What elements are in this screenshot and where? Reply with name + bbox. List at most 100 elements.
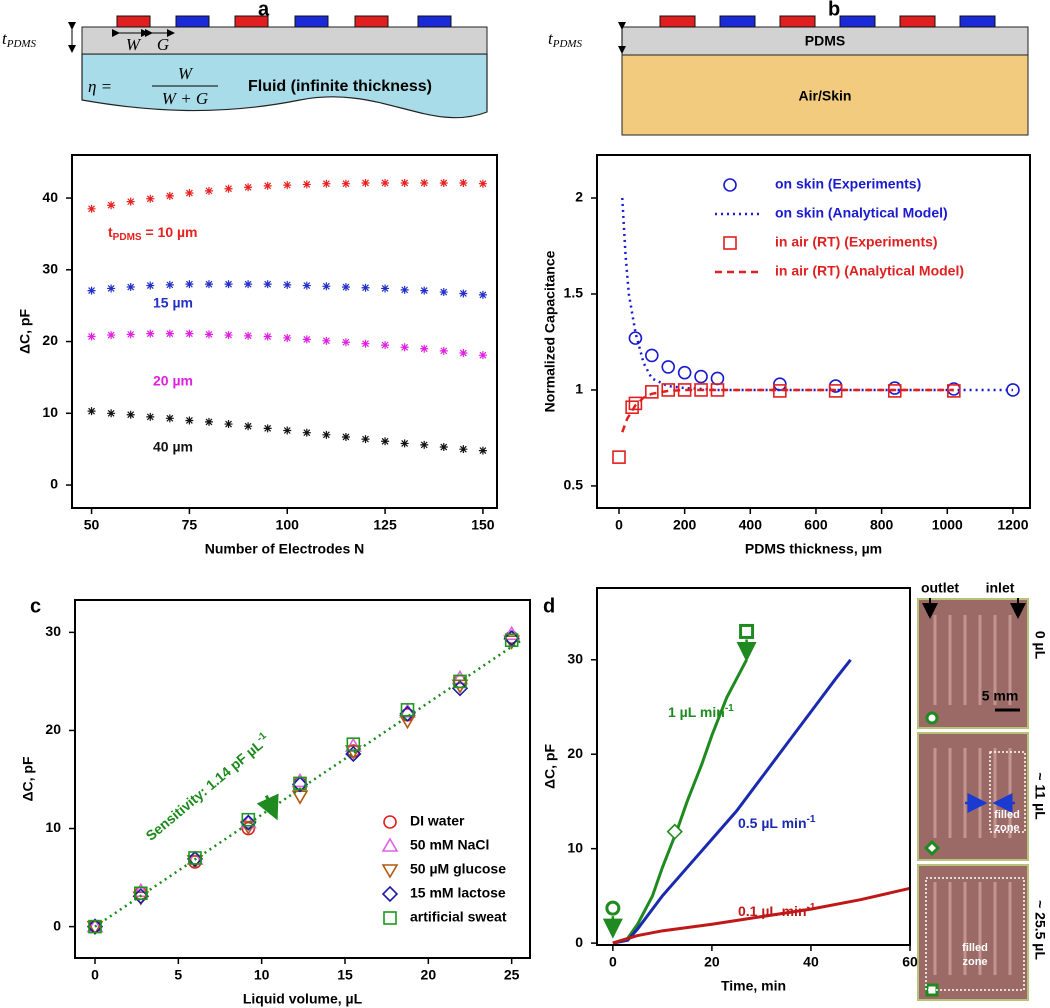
- marker: [439, 178, 448, 187]
- state-marker: [923, 839, 941, 857]
- thickness-symbol: t: [2, 29, 8, 48]
- marker: [439, 288, 448, 297]
- marker: [186, 850, 204, 868]
- legend-label: 15 mM lactose: [410, 885, 506, 901]
- marker: [694, 383, 708, 397]
- y-tick-label: 10: [42, 404, 58, 420]
- pdms-layer: [81, 26, 488, 55]
- legend-symbol: [723, 178, 737, 192]
- zone-label: filled: [962, 942, 988, 954]
- series-label-part: t: [108, 224, 113, 240]
- marker: [302, 180, 311, 189]
- thickness-subscript: PDMS: [552, 38, 583, 50]
- marker: [439, 346, 448, 355]
- zone-label: zone: [994, 822, 1019, 834]
- legend-symbol: [383, 815, 397, 829]
- marker: [107, 331, 116, 340]
- series-label-part: 0.1 µL min: [738, 903, 807, 919]
- marker: [224, 331, 233, 340]
- x-tick-label: 0: [609, 954, 617, 970]
- marker: [86, 918, 104, 935]
- marker: [341, 283, 350, 292]
- x-tick-label: 75: [182, 517, 198, 533]
- marker: [244, 331, 253, 340]
- marker: [204, 417, 213, 426]
- marker: [88, 919, 102, 934]
- ratio-numerator: W: [178, 64, 194, 83]
- marker: [283, 333, 292, 342]
- x-tick-label: 0: [615, 517, 623, 533]
- filled-zone-box: [989, 751, 1026, 833]
- marker: [146, 194, 155, 203]
- series-label: 15 µm: [153, 295, 193, 311]
- marker: [341, 432, 350, 441]
- legend-label: in air (RT) (Experiments): [775, 234, 938, 250]
- y-tick-label: 0: [50, 476, 58, 492]
- photo-insets: outlet inlet 5 mm filled zone filled zon…: [917, 580, 1048, 1001]
- layer-label: PDMS: [805, 33, 845, 49]
- volume-label: ~ 25.5 µL: [1032, 900, 1048, 960]
- marker: [283, 181, 292, 190]
- marker: [204, 280, 213, 289]
- marker: [107, 201, 116, 210]
- series-label: 0.1 µL min-1: [738, 902, 816, 919]
- marker: [87, 332, 96, 341]
- marker: [86, 918, 104, 933]
- marker: [341, 338, 350, 347]
- marker: [244, 183, 253, 192]
- series-line: [612, 886, 911, 945]
- marker: [451, 669, 469, 685]
- marker: [322, 430, 331, 439]
- marker: [661, 360, 676, 374]
- legend-label: on skin (Analytical Model): [775, 205, 948, 221]
- y-tick-label: 0: [53, 917, 61, 933]
- marker: [361, 283, 370, 292]
- marker: [239, 820, 257, 836]
- marker: [107, 284, 116, 293]
- width-label: W: [126, 35, 142, 54]
- schematic-b: tPDMS PDMS Air/Skin: [548, 15, 1029, 136]
- thickness-symbol: t: [548, 29, 554, 48]
- y-tick-label: 1.5: [564, 285, 584, 301]
- marker: [628, 396, 643, 411]
- series-label: 20 µm: [153, 373, 193, 389]
- series-label-part: -1: [725, 703, 734, 714]
- y-tick-label: 0.5: [564, 477, 584, 493]
- x-axis-label: PDMS thickness, µm: [745, 541, 882, 557]
- marker: [400, 178, 409, 187]
- y-axis-label: ΔC, pF: [20, 756, 36, 802]
- plot-frame: [596, 154, 1031, 509]
- marker: [345, 745, 362, 763]
- fit-line: [94, 640, 521, 928]
- y-tick-label: 20: [45, 721, 61, 737]
- marker: [322, 282, 331, 291]
- marker: [710, 371, 725, 386]
- marker: [165, 329, 174, 338]
- marker: [126, 330, 135, 339]
- outlet-label: outlet: [921, 580, 959, 596]
- marker: [185, 329, 194, 338]
- series-line: [621, 388, 954, 433]
- marker: [420, 286, 429, 295]
- x-tick-label: 50: [84, 517, 100, 533]
- y-tick-label: 10: [45, 819, 61, 835]
- gap-label: G: [157, 35, 169, 54]
- x-tick-label: 200: [673, 517, 697, 533]
- legend-label: 50 µM glucose: [410, 861, 506, 877]
- marker: [947, 384, 961, 398]
- y-tick-label: 10: [567, 839, 583, 855]
- marker: [420, 344, 429, 353]
- marker: [381, 284, 390, 293]
- y-tick-label: 40: [42, 189, 58, 205]
- legend-label: in air (RT) (Analytical Model): [775, 263, 964, 279]
- zone-label: filled: [994, 809, 1020, 821]
- y-tick-label: 0: [575, 934, 583, 950]
- y-tick-label: 30: [567, 650, 583, 666]
- y-tick-label: 20: [567, 745, 583, 761]
- marker: [240, 814, 257, 831]
- marker: [694, 369, 708, 384]
- legend-symbol: [381, 885, 399, 903]
- marker: [503, 625, 521, 641]
- marker: [459, 349, 468, 358]
- marker: [185, 189, 194, 198]
